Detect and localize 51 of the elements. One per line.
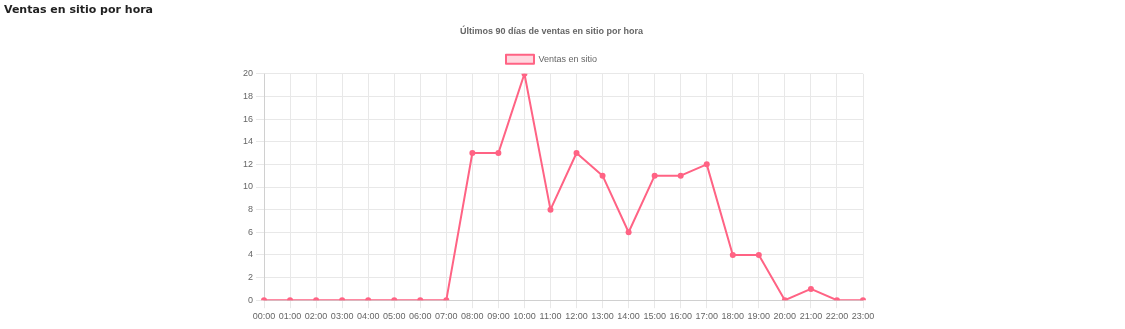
y-tick-label: 2: [248, 272, 254, 283]
x-tick-label: 16:00: [669, 311, 692, 322]
y-tick-label: 8: [248, 204, 254, 215]
point: [807, 285, 814, 292]
x-tick-label: 12:00: [565, 311, 588, 322]
y-tick-label: 20: [243, 68, 254, 79]
point: [755, 251, 762, 258]
point: [677, 172, 684, 179]
x-tick-label: 10:00: [513, 311, 536, 322]
y-tick-label: 6: [248, 226, 254, 237]
point: [703, 161, 710, 168]
point: [547, 206, 554, 213]
x-tick-label: 04:00: [356, 311, 380, 322]
y-tick-label: 10: [243, 181, 254, 192]
y-tick-label: 18: [243, 90, 254, 101]
y-tick-label: 12: [243, 158, 254, 169]
legend-label: Ventas en sitio: [538, 53, 598, 64]
x-tick-label: 20:00: [773, 311, 797, 322]
text: Ventas en sitio por hora: [3, 2, 155, 18]
x-tick-label: 23:00: [851, 311, 875, 322]
x-tick-label: 22:00: [825, 311, 849, 322]
x-tick-label: 07:00: [435, 311, 458, 322]
y-tick-label: 0: [248, 294, 254, 305]
y-tick-label: 14: [243, 136, 254, 147]
x-tick-label: 01:00: [278, 311, 302, 322]
point: [495, 150, 502, 157]
x-tick-label: 08:00: [461, 311, 484, 322]
y-tick-label: 16: [243, 113, 254, 124]
x-tick-label: 03:00: [330, 311, 354, 322]
chart-subtitle: Últimos 90 días de ventas en sitio por hora: [459, 24, 645, 36]
y-tick-label: 4: [248, 249, 254, 260]
point: [860, 297, 866, 301]
x-tick-label: 13:00: [591, 311, 614, 322]
point: [729, 251, 736, 258]
x-tick-label: 09:00: [487, 311, 510, 322]
x-tick-label: 06:00: [409, 311, 432, 322]
x-tick-label: 02:00: [304, 311, 328, 322]
point: [573, 150, 580, 157]
x-tick-label: 05:00: [382, 311, 406, 322]
x-tick-label: 19:00: [747, 311, 771, 322]
x-tick-label: 18:00: [721, 311, 745, 322]
point: [651, 172, 658, 179]
point: [599, 172, 606, 179]
x-tick-label: 14:00: [617, 311, 640, 322]
x-tick-label: 17:00: [695, 311, 719, 322]
x-tick-label: 21:00: [799, 311, 823, 322]
x-tick-label: 11:00: [539, 311, 562, 322]
point: [625, 229, 632, 236]
x-tick-label: 00:00: [252, 311, 276, 322]
x-tick-label: 15:00: [643, 311, 666, 322]
point: [469, 150, 476, 157]
